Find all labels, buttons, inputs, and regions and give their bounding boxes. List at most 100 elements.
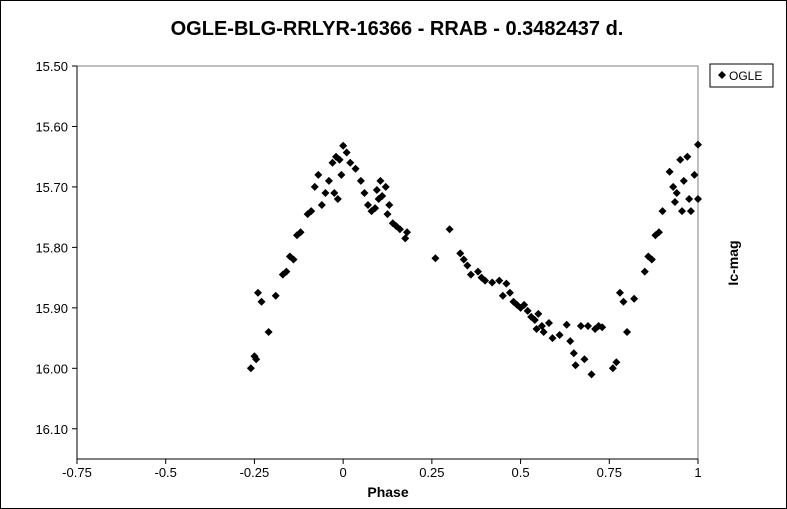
data-point: [619, 297, 628, 306]
data-point: [694, 195, 702, 204]
data-point: [658, 207, 667, 216]
data-point: [371, 204, 380, 213]
data-point: [257, 297, 266, 306]
data-point: [445, 225, 454, 234]
data-point: [372, 185, 381, 194]
data-point: [672, 188, 681, 197]
legend-label: OGLE: [729, 69, 762, 83]
x-tick-label: -0.5: [155, 465, 177, 480]
data-point: [253, 288, 262, 297]
data-point: [505, 288, 514, 297]
data-point: [502, 279, 511, 288]
x-tick-label: 0.25: [419, 465, 444, 480]
data-point: [463, 261, 472, 270]
data-point: [335, 155, 344, 164]
data-point: [473, 267, 482, 276]
data-point: [576, 321, 585, 330]
data-point: [683, 152, 692, 161]
y-tick-label: 16.00: [35, 361, 68, 376]
data-point: [481, 276, 490, 285]
data-point: [271, 291, 280, 300]
data-point: [587, 370, 596, 379]
legend-box: [709, 63, 774, 88]
data-point: [459, 255, 468, 264]
data-point: [303, 210, 312, 219]
data-point: [246, 364, 255, 373]
data-point: [612, 358, 621, 367]
data-point: [346, 158, 355, 167]
y-tick-label: 15.50: [35, 59, 68, 74]
data-point: [566, 337, 575, 346]
data-point: [488, 278, 497, 287]
data-point: [378, 191, 387, 200]
data-point: [694, 140, 702, 149]
data-point: [363, 201, 372, 210]
data-point: [686, 207, 695, 216]
data-point: [520, 300, 529, 309]
data-point: [676, 155, 685, 164]
data-point: [360, 188, 369, 197]
data-point: [356, 176, 365, 185]
legend-diamond-marker: [718, 71, 726, 79]
y-tick-label: 15.90: [35, 301, 68, 316]
data-point: [314, 170, 323, 179]
x-tick-label: 0.75: [597, 465, 622, 480]
legend: OGLE: [709, 63, 774, 88]
data-point: [339, 141, 348, 150]
data-point: [330, 188, 339, 197]
data-point: [532, 325, 541, 334]
x-tick-label: -0.75: [62, 465, 92, 480]
data-point: [670, 198, 679, 207]
data-point: [401, 234, 410, 243]
data-point: [537, 321, 546, 330]
y-tick-label: 15.80: [35, 240, 68, 255]
data-point: [466, 270, 475, 279]
y-tick-label: 16.10: [35, 422, 68, 437]
data-point: [615, 288, 624, 297]
data-point: [598, 323, 607, 332]
data-point: [630, 294, 639, 303]
data-point: [678, 207, 687, 216]
data-points: [246, 140, 702, 379]
data-point: [544, 318, 553, 327]
data-point: [640, 267, 649, 276]
data-point: [337, 170, 346, 179]
data-point: [285, 252, 294, 261]
y-tick-label: 15.60: [35, 119, 68, 134]
data-point: [328, 158, 337, 167]
data-point: [264, 328, 273, 337]
data-point: [647, 255, 656, 264]
plot-area: [76, 65, 699, 460]
data-point: [376, 176, 385, 185]
data-point: [685, 195, 694, 204]
x-axis-label: Phase: [367, 484, 408, 500]
data-point: [317, 201, 326, 210]
chart-title: OGLE-BLG-RRLYR-16366 - RRAB - 0.3482437 …: [171, 18, 624, 40]
data-point: [571, 361, 580, 370]
x-tick-label: -0.25: [240, 465, 270, 480]
data-point: [385, 201, 394, 210]
x-tick-label: 0: [340, 465, 347, 480]
data-point: [278, 270, 287, 279]
data-point: [623, 328, 632, 337]
data-point: [690, 170, 699, 179]
data-point: [548, 334, 557, 343]
data-point: [324, 176, 333, 185]
data-point: [383, 210, 392, 219]
data-point: [310, 182, 319, 191]
x-tick-label: 1: [694, 465, 701, 480]
y-tick-label: 15.70: [35, 180, 68, 195]
data-point: [456, 249, 465, 258]
data-point: [608, 364, 617, 373]
data-point: [580, 355, 589, 364]
data-point: [654, 228, 663, 237]
data-point: [342, 148, 351, 157]
data-point: [534, 309, 543, 318]
data-point: [569, 349, 578, 358]
data-point: [293, 231, 302, 240]
data-point: [498, 291, 507, 300]
data-point: [431, 254, 440, 263]
x-axis: -0.75 -0.5 -0.25 0 0.25 0.5 0.75 1: [62, 458, 702, 480]
x-tick-label: 0.5: [512, 465, 530, 480]
